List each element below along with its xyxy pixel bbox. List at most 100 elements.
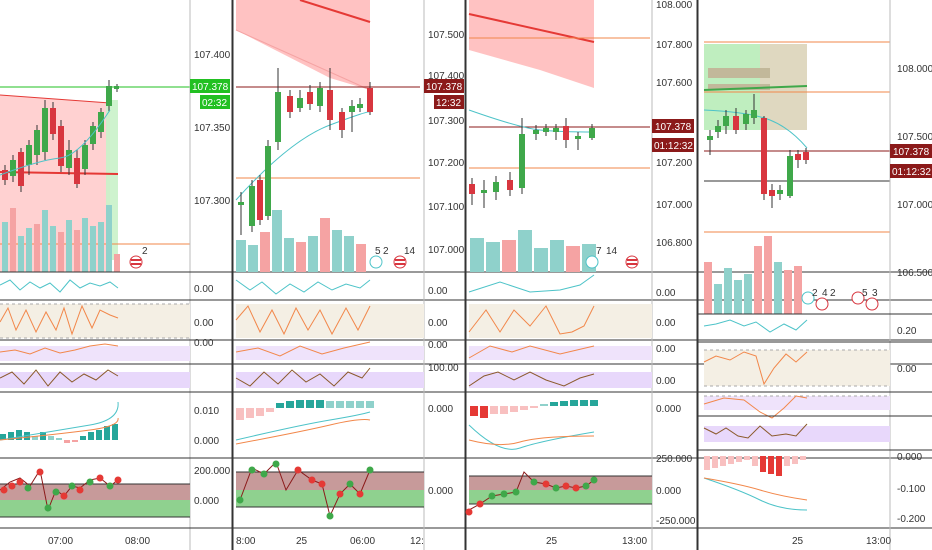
osc-tick: 0.00 [656, 376, 676, 387]
macd-histogram [236, 400, 374, 420]
cci-tick: 0.000 [656, 486, 681, 497]
time-label: 25 [296, 536, 308, 547]
event-count: 2 [383, 246, 389, 257]
event-flag-icon[interactable] [585, 255, 639, 269]
osc-tick: 0.00 [656, 344, 676, 355]
panel-4: 2 4 2 5 3 108.000 107.500 107.000 106.50… [697, 0, 932, 550]
price-badge: 107.378 01:12:32 [652, 119, 694, 152]
price-tick: 107.100 [428, 202, 465, 213]
event-flag-icon[interactable] [801, 291, 879, 311]
volume-bars [470, 230, 596, 272]
time-label: 13:00 [866, 536, 891, 547]
candles [707, 94, 809, 208]
event-count: 14 [606, 246, 618, 257]
candles [469, 118, 595, 208]
osc-tick: 0.20 [897, 326, 917, 337]
band-lower [0, 500, 190, 517]
price-badge-value: 107.378 [426, 82, 463, 93]
macd-tick: 0.000 [194, 436, 219, 447]
event-count: 14 [404, 246, 416, 257]
osc-tick: 0.00 [194, 338, 214, 349]
price-tick: 107.350 [194, 123, 231, 134]
red-cloud [469, 0, 594, 88]
time-label: 25 [546, 536, 558, 547]
event-count: 5 [862, 288, 868, 299]
macd-tick: 0.000 [428, 404, 453, 415]
time-label: 13:00 [622, 536, 647, 547]
osc-tick: 100.00 [428, 363, 459, 374]
time-label: 8:00 [236, 536, 256, 547]
event-count: 2 [830, 288, 836, 299]
price-badge-countdown: 02:32 [202, 98, 227, 109]
price-badge-countdown: 01:12:32 [892, 167, 931, 178]
price-badge-value: 107.378 [893, 147, 930, 158]
price-badge: 107.378 02:32 [190, 79, 230, 109]
osc-tick: 0.00 [194, 284, 214, 295]
price-tick: 108.000 [897, 64, 932, 75]
osc-tick: 0.00 [656, 288, 676, 299]
cci-dots [465, 476, 598, 516]
volume-bars [236, 210, 366, 272]
event-count: 7 [596, 246, 602, 257]
macd-tick: 0.010 [194, 406, 219, 417]
volume-bars [704, 236, 802, 314]
cci-tick: -250.000 [656, 516, 696, 527]
macd-histogram [704, 456, 806, 476]
event-flag-icon[interactable] [129, 255, 143, 269]
cci-dots [236, 460, 374, 520]
cci-tick: 250.000 [656, 454, 693, 465]
event-flag-icon[interactable] [369, 255, 407, 269]
price-tick: 107.300 [428, 116, 465, 127]
price-tick: 107.500 [428, 30, 465, 41]
time-label: 07:00 [48, 536, 73, 547]
price-tick: 107.500 [897, 132, 932, 143]
price-tick: 107.200 [428, 158, 465, 169]
osc-tick: 0.00 [194, 318, 214, 329]
osc-tick: 0.00 [897, 364, 917, 375]
price-tick: 107.600 [656, 78, 693, 89]
cci-tick: 0.000 [194, 496, 219, 507]
time-label: 25 [792, 536, 804, 547]
osc-tick: 0.00 [656, 318, 676, 329]
volume-bars [2, 205, 120, 272]
time-label: 08:00 [125, 536, 150, 547]
cci-tick: 200.000 [194, 466, 231, 477]
panel-2: 5 2 14 107.500 107.400 107.300 107.200 1… [232, 0, 465, 550]
price-tick: 108.000 [656, 0, 693, 11]
time-label: 06:00 [350, 536, 375, 547]
band-upper [0, 484, 190, 500]
event-count: 3 [872, 288, 878, 299]
price-tick: 107.200 [656, 158, 693, 169]
macd-histogram [470, 400, 598, 418]
price-tick: 107.000 [428, 245, 465, 256]
price-badge: 107.378 01:12:32 [890, 144, 932, 178]
event-count: 2 [812, 288, 818, 299]
panel-3: 7 14 108.000 107.800 107.600 107.200 107… [465, 0, 696, 550]
price-badge-countdown: 12:32 [436, 98, 461, 109]
event-count: 5 [375, 246, 381, 257]
price-badge-value: 107.378 [192, 82, 229, 93]
cci-tick: 0.000 [428, 486, 453, 497]
candles [238, 68, 373, 235]
osc-tick: 0.00 [428, 286, 448, 297]
price-tick: 107.400 [194, 50, 231, 61]
price-badge-value: 107.378 [655, 122, 692, 133]
price-tick: 107.800 [656, 40, 693, 51]
price-tick: 107.000 [897, 200, 932, 211]
macd-tick: 0.000 [656, 404, 681, 415]
price-tick: 107.300 [194, 196, 231, 207]
price-badge: 107.378 12:32 [424, 79, 464, 109]
price-tick: 106.500 [897, 268, 932, 279]
macd-tick: -0.200 [897, 514, 926, 525]
macd-tick: 0.000 [897, 452, 922, 463]
candles [2, 80, 119, 192]
price-tick: 107.400 [428, 71, 465, 82]
cci-dots [0, 468, 122, 512]
osc-tick: 0.00 [428, 340, 448, 351]
event-count: 2 [142, 246, 148, 257]
price-tick: 106.800 [656, 238, 693, 249]
event-count: 4 [822, 288, 828, 299]
macd-tick: -0.100 [897, 484, 926, 495]
time-label: 12: [410, 536, 424, 547]
